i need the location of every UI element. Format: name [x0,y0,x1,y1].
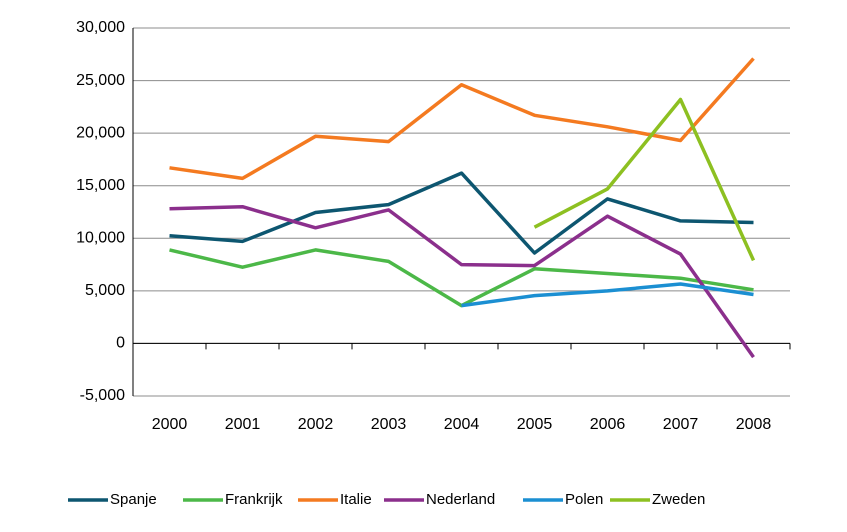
legend-label: Polen [565,491,603,508]
series-line [169,57,755,181]
x-tick-label: 2002 [298,416,334,433]
y-tick-label: 5,000 [85,282,125,299]
x-tick-label: 2004 [444,416,480,433]
x-tick-label: 2005 [517,416,553,433]
y-tick-label: 30,000 [76,19,125,36]
x-tick-label: 2008 [736,416,772,433]
x-tick-label: 2003 [371,416,407,433]
series-line [461,282,754,308]
y-tick-label: 10,000 [76,230,125,247]
y-tick-label: 25,000 [76,72,125,89]
x-tick-label: 2001 [225,416,261,433]
y-tick-label: 15,000 [76,177,125,194]
legend-label: Spanje [110,491,157,508]
x-tick-label: 2007 [663,416,699,433]
series-line [533,97,756,262]
series-line [169,248,754,308]
y-tick-label: 20,000 [76,124,125,141]
series-line [169,204,755,359]
legend-label: Nederland [426,491,495,508]
x-tick-label: 2000 [152,416,188,433]
legend-label: Italie [340,491,372,508]
legend-label: Frankrijk [225,491,283,508]
legend-label: Zweden [652,491,705,508]
x-tick-label: 2006 [590,416,626,433]
series-line [169,171,754,255]
y-tick-label: 0 [116,335,125,352]
y-tick-label: -5,000 [80,387,125,404]
